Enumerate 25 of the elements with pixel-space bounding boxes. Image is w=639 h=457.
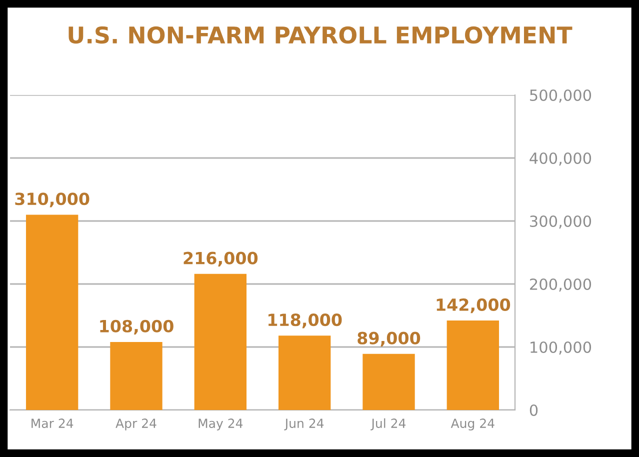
bar <box>26 214 78 410</box>
bar <box>194 274 247 410</box>
y-tick-label: 400,000 <box>530 152 592 166</box>
bar <box>362 354 415 410</box>
y-tick-label: 100,000 <box>530 341 592 355</box>
y-tick-label: 200,000 <box>530 278 592 292</box>
data-label: 142,000 <box>436 298 510 314</box>
y-tick-label: 0 <box>530 404 538 416</box>
x-tick-label: Mar 24 <box>32 418 74 428</box>
x-tick-label: Aug 24 <box>450 418 494 430</box>
data-label: 89,000 <box>358 332 420 347</box>
data-label: 108,000 <box>100 320 174 335</box>
bar <box>110 342 162 410</box>
y-tick-label: 500,000 <box>530 89 592 103</box>
data-label: 118,000 <box>268 314 342 328</box>
x-tick-label: May 24 <box>198 418 243 430</box>
bar <box>446 320 500 410</box>
x-tick-label: Apr 24 <box>116 418 156 430</box>
data-label: 310,000 <box>15 192 90 208</box>
y-tick-label: 300,000 <box>530 215 592 229</box>
x-tick-label: Jun 24 <box>284 418 324 430</box>
data-label: 216,000 <box>184 252 258 267</box>
bar <box>278 336 331 410</box>
chart-title: U.S. NON-FARM PAYROLL EMPLOYMENT <box>68 26 572 44</box>
x-tick-label: Jul 24 <box>370 418 406 430</box>
